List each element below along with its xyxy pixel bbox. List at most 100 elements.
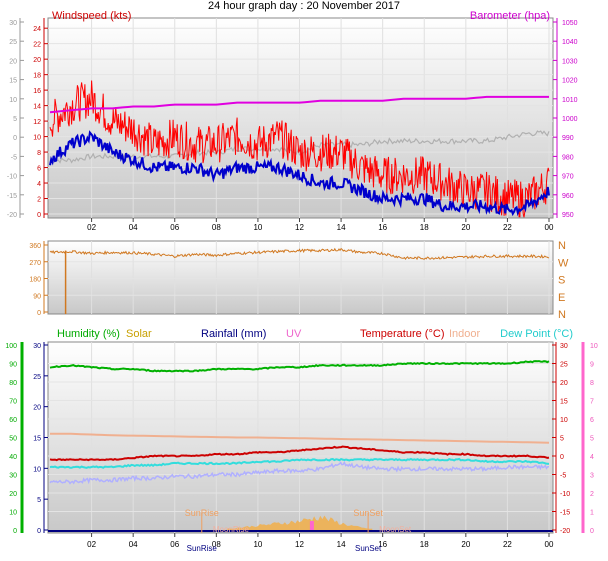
windspeed-avg-line	[49, 130, 550, 217]
uv-tick-label: 1	[590, 510, 594, 517]
direction-line	[49, 247, 550, 261]
baro-tick-label: 980	[562, 154, 574, 161]
direction-tick-label: 0	[37, 310, 41, 317]
wind-x-ticks: 02 04 06 08 10 12 14 16 18 20 22 00	[87, 218, 554, 232]
temp-tick-label: 15	[560, 399, 568, 406]
humidity-tick-label: 60	[9, 417, 17, 424]
x-tick-label: 02	[87, 223, 96, 232]
uv-tick-label: 9	[590, 362, 594, 369]
x-tick-label: 06	[170, 540, 179, 549]
rain-tick-label: 20	[33, 405, 41, 412]
lavender-line	[49, 460, 549, 485]
chart-title: 24 hour graph day : 20 November 2017	[208, 0, 400, 12]
baro-tick-label: 1030	[562, 58, 578, 65]
solar-area	[226, 515, 373, 530]
outer-tick-label: -20	[7, 212, 17, 219]
wind-tick-label: 20	[33, 57, 41, 64]
rain-left-ticks: 30 25 20 15 10 5 0	[33, 342, 48, 535]
uv-tick-label: 4	[590, 454, 594, 461]
direction-tick-label: 180	[29, 277, 41, 284]
outer-tick-label: 10	[9, 97, 17, 104]
direction-tick-label: 90	[33, 293, 41, 300]
x-tick-label: 14	[337, 540, 346, 549]
gray-series-line	[49, 130, 550, 164]
x-tick-label: 00	[545, 223, 554, 232]
baro-tick-label: 1020	[562, 78, 578, 85]
rainfall-label: Rainfall (mm)	[201, 328, 266, 340]
temp-x-ticks: 02 04 06 08 10 12 14 16 18 20 22 00	[87, 533, 554, 549]
wind-tick-label: 10	[33, 135, 41, 142]
sun-moon-labels: SunRise SunSet MoonRise MoonSet SunRise SunSe…	[185, 508, 412, 553]
wind-tick-label: 14	[33, 104, 41, 111]
solar-label: Solar	[126, 328, 152, 340]
rain-tick-label: 10	[33, 466, 41, 473]
rain-tick-label: 30	[33, 343, 41, 350]
temp-tick-label: 25	[560, 362, 568, 369]
humidity-tick-label: 20	[9, 491, 17, 498]
wind-grid	[48, 18, 553, 218]
outer-tick-label: -10	[7, 174, 17, 181]
x-tick-label: 18	[420, 223, 429, 232]
temp-tick-label: -20	[560, 528, 570, 535]
x-tick-label: 04	[129, 540, 138, 549]
humidity-label: Humidity (%)	[57, 328, 120, 340]
rain-tick-label: 25	[33, 374, 41, 381]
humidity-tick-label: 10	[9, 510, 17, 517]
x-tick-label: 18	[420, 540, 429, 549]
wind-tick-label: 4	[37, 181, 41, 188]
wind-tick-label: 0	[37, 212, 41, 219]
x-tick-label: 22	[503, 223, 512, 232]
temp-tick-label: 20	[560, 380, 568, 387]
compass-label: N	[558, 240, 566, 252]
uv-tick-label: 3	[590, 473, 594, 480]
direction-left-ticks: 360 270 180 90 0	[29, 241, 48, 317]
sunrise-label: SunRise	[185, 508, 219, 518]
outer-tick-label: 25	[9, 39, 17, 46]
rain-tick-label: 15	[33, 436, 41, 443]
baro-tick-label: 1000	[562, 116, 578, 123]
baro-tick-label: 1040	[562, 39, 578, 46]
rain-tick-label: 0	[37, 528, 41, 535]
compass-label: N	[558, 309, 566, 321]
wind-outer-ticks: 30 25 20 15 10 5 0 -5 -10 -15 -20	[7, 18, 24, 219]
uv-tick-label: 10	[590, 343, 598, 350]
uv-label: UV	[286, 328, 302, 340]
wind-tick-label: 2	[37, 197, 41, 204]
baro-tick-label: 1050	[562, 20, 578, 27]
wind-tick-label: 6	[37, 166, 41, 173]
wind-tick-label: 16	[33, 88, 41, 95]
temp-series	[48, 360, 553, 532]
wind-tick-label: 8	[37, 150, 41, 157]
uv-tick-label: 5	[590, 436, 594, 443]
direction-grid	[48, 241, 553, 314]
humidity-line	[49, 360, 550, 373]
wind-series	[49, 80, 550, 218]
x-tick-label: 02	[87, 540, 96, 549]
x-tick-label: 12	[295, 540, 304, 549]
humidity-tick-label: 100	[5, 343, 17, 350]
x-tick-label: 14	[337, 223, 346, 232]
x-tick-label: 20	[461, 540, 470, 549]
outer-tick-label: -15	[7, 193, 17, 200]
temperature-line	[49, 445, 550, 462]
baro-tick-label: 960	[562, 193, 574, 200]
x-tick-label: 10	[253, 223, 262, 232]
dewpoint-label: Dew Point (°C)	[500, 328, 573, 340]
baro-tick-label: 970	[562, 174, 574, 181]
compass-label: E	[558, 292, 565, 304]
uv-tick-label: 2	[590, 491, 594, 498]
x-tick-label: 06	[170, 223, 179, 232]
humidity-tick-label: 50	[9, 436, 17, 443]
x-tick-label: 22	[503, 540, 512, 549]
humidity-tick-label: 0	[13, 528, 17, 535]
barometer-label: Barometer (hpa)	[470, 10, 550, 22]
outer-tick-label: 30	[9, 20, 17, 27]
x-tick-label: 16	[378, 540, 387, 549]
wind-tick-label: 12	[33, 119, 41, 126]
sunrise-axis-label: SunRise	[187, 544, 218, 553]
wind-plot-area	[47, 17, 554, 219]
